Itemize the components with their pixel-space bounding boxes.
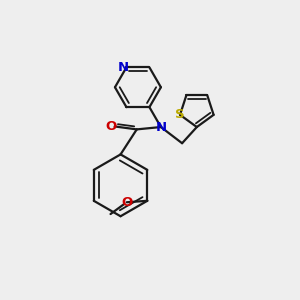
Text: O: O — [105, 120, 116, 133]
Text: S: S — [175, 108, 185, 121]
Text: N: N — [155, 121, 167, 134]
Text: O: O — [121, 196, 132, 209]
Text: N: N — [117, 61, 128, 74]
